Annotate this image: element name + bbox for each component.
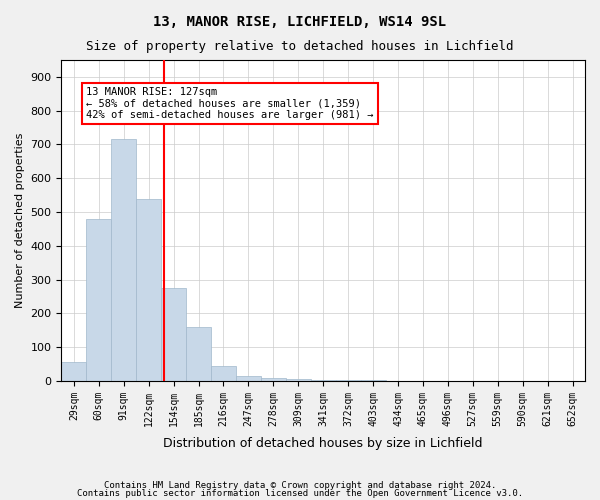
Bar <box>136 198 161 381</box>
Bar <box>61 362 86 381</box>
Bar <box>161 288 186 381</box>
Bar <box>211 366 236 381</box>
Bar <box>186 327 211 381</box>
Bar <box>86 219 111 381</box>
Bar <box>286 379 311 381</box>
Text: 13 MANOR RISE: 127sqm
← 58% of detached houses are smaller (1,359)
42% of semi-d: 13 MANOR RISE: 127sqm ← 58% of detached … <box>86 87 374 120</box>
Y-axis label: Number of detached properties: Number of detached properties <box>15 133 25 308</box>
X-axis label: Distribution of detached houses by size in Lichfield: Distribution of detached houses by size … <box>163 437 483 450</box>
Bar <box>261 378 286 381</box>
Text: 13, MANOR RISE, LICHFIELD, WS14 9SL: 13, MANOR RISE, LICHFIELD, WS14 9SL <box>154 15 446 29</box>
Bar <box>311 380 335 381</box>
Bar <box>361 380 386 381</box>
Bar <box>236 376 261 381</box>
Text: Size of property relative to detached houses in Lichfield: Size of property relative to detached ho… <box>86 40 514 53</box>
Bar <box>111 140 136 381</box>
Text: Contains public sector information licensed under the Open Government Licence v3: Contains public sector information licen… <box>77 488 523 498</box>
Text: Contains HM Land Registry data © Crown copyright and database right 2024.: Contains HM Land Registry data © Crown c… <box>104 481 496 490</box>
Bar <box>335 380 361 381</box>
